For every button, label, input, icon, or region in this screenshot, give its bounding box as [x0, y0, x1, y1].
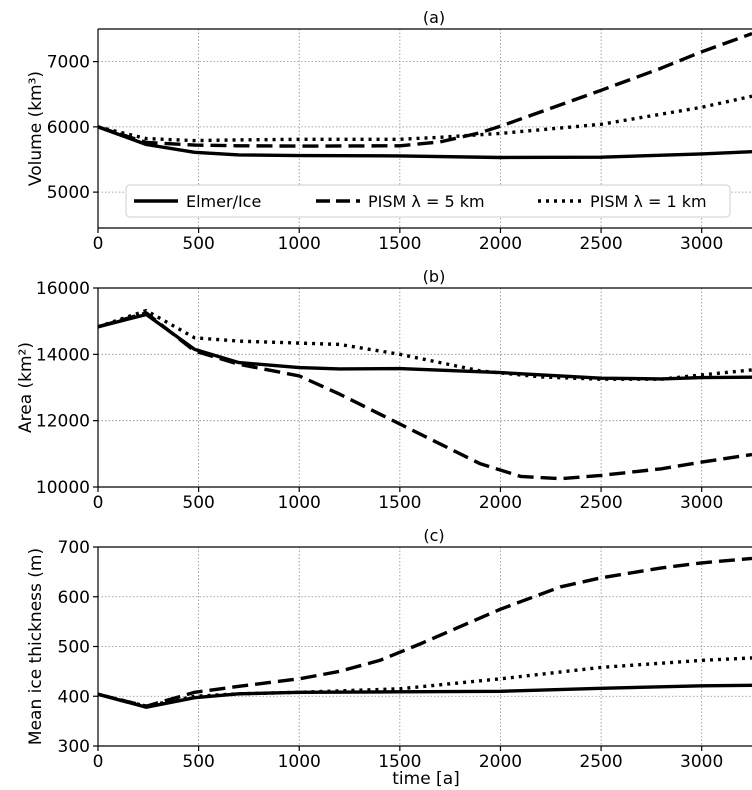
y-tick-label: 700	[58, 538, 90, 558]
x-tick-label: 0	[93, 234, 104, 254]
series-line-dotted	[98, 308, 752, 381]
series-line-dashed	[98, 32, 752, 148]
panel-1: 0 500 1000 1500 2000 2500 3000 5000 6000 7000 (a) V…	[26, 8, 752, 254]
x-tick-label: 500	[182, 752, 214, 772]
x-tick-label: 1000	[278, 234, 321, 254]
y-tick-label: 14000	[36, 345, 90, 365]
x-tick-label: 500	[182, 234, 214, 254]
panel-title: (b)	[423, 267, 446, 286]
y-tick-label: 12000	[36, 412, 90, 432]
legend-frame	[125, 184, 731, 218]
x-tick-label: 0	[93, 752, 104, 772]
x-tick-label: 500	[182, 493, 214, 513]
y-tick-label: 6000	[47, 118, 90, 138]
y-axis-label: Mean ice thickness (m)	[26, 548, 46, 745]
y-tick-label: 7000	[47, 53, 90, 73]
panel-title: (c)	[423, 526, 444, 545]
panel-3: 0 500 1000 1500 2000 2500 3000 300 400 500 600 700 (…	[26, 526, 752, 789]
series-group	[98, 32, 752, 160]
y-tick-label: 600	[58, 588, 90, 608]
legend: Elmer/Ice PISM λ = 5 km PISM λ = 1 km	[125, 184, 731, 218]
panel-title: (a)	[423, 8, 445, 27]
x-tick-label: 3000	[680, 493, 723, 513]
x-tick-label: 2500	[579, 234, 622, 254]
y-tick-label: 16000	[36, 279, 90, 299]
series-line-solid	[98, 125, 752, 160]
x-tick-label: 1500	[378, 493, 421, 513]
y-axis-label: Volume (km³)	[26, 71, 46, 186]
legend-label: PISM λ = 1 km	[590, 192, 707, 211]
panel-2: 0 500 1000 1500 2000 2500 3000 10000 12000 14000 1…	[16, 267, 752, 513]
y-tick-label: 300	[58, 737, 90, 757]
y-tick-label: 5000	[47, 183, 90, 203]
x-tick-label: 1500	[378, 752, 421, 772]
x-tick-label: 2500	[579, 493, 622, 513]
x-tick-label: 2500	[579, 752, 622, 772]
series-line-dotted	[98, 94, 752, 143]
series-group	[98, 556, 752, 709]
y-tick-label: 500	[58, 638, 90, 658]
x-tick-label: 1000	[278, 493, 321, 513]
x-tick-label: 2000	[479, 234, 522, 254]
legend-label: PISM λ = 5 km	[368, 192, 485, 211]
x-axis-label: time [a]	[392, 769, 460, 789]
y-axis-label: Area (km²)	[16, 342, 36, 433]
legend-label: Elmer/Ice	[186, 192, 261, 211]
x-tick-label: 3000	[680, 234, 723, 254]
y-tick-label: 10000	[36, 478, 90, 498]
series-line-dashed	[98, 556, 752, 708]
series-line-solid	[98, 312, 752, 381]
x-tick-label: 3000	[680, 752, 723, 772]
x-tick-label: 2000	[479, 752, 522, 772]
y-tick-label: 400	[58, 687, 90, 707]
series-group	[98, 308, 752, 481]
x-tick-label: 2000	[479, 493, 522, 513]
x-tick-label: 1000	[278, 752, 321, 772]
series-line-dotted	[98, 656, 752, 708]
x-tick-label: 1500	[378, 234, 421, 254]
x-tick-label: 0	[93, 493, 104, 513]
series-line-dashed	[98, 311, 752, 481]
